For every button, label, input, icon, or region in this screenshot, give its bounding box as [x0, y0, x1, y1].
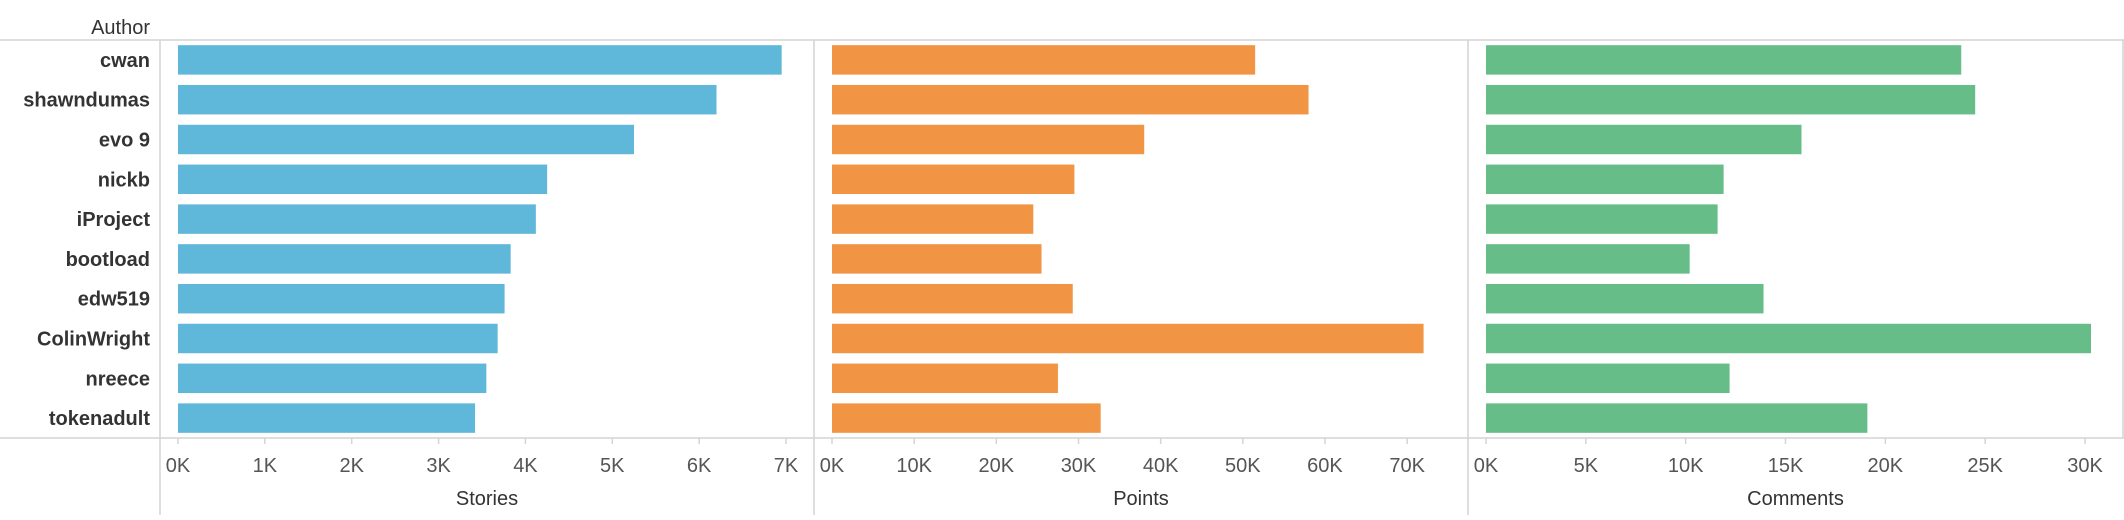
- bar-comments: [1486, 204, 1718, 234]
- row-header-label: Author: [91, 17, 150, 39]
- bar-points: [832, 84, 1309, 115]
- x-tick-label: 15K: [1768, 455, 1804, 477]
- bar-comments: [1486, 363, 1730, 394]
- bar-points: [832, 323, 1424, 354]
- x-tick-label: 10K: [896, 455, 932, 477]
- category-label: nreece: [86, 368, 151, 390]
- category-label: iProject: [77, 209, 151, 231]
- bar-comments: [1486, 323, 2092, 354]
- bar-points: [832, 45, 1256, 75]
- category-label: shawndumas: [23, 90, 150, 112]
- bar-stories: [178, 363, 487, 394]
- x-tick-label: 30K: [2067, 455, 2103, 477]
- x-axis-title-comments: Comments: [1747, 488, 1844, 510]
- bar-stories: [178, 124, 634, 155]
- bar-stories: [178, 403, 476, 433]
- bar-comments: [1486, 45, 1962, 75]
- category-label: ColinWright: [37, 329, 150, 351]
- category-label: nickb: [98, 169, 150, 191]
- bar-points: [832, 403, 1101, 433]
- bar-stories: [178, 84, 717, 115]
- x-tick-label: 3K: [426, 455, 451, 477]
- x-tick-label: 20K: [979, 455, 1015, 477]
- bar-points: [832, 363, 1058, 394]
- x-tick-label: 0K: [1474, 455, 1499, 477]
- bar-comments: [1486, 164, 1724, 195]
- x-tick-label: 25K: [1967, 455, 2003, 477]
- x-tick-label: 7K: [774, 455, 799, 477]
- bar-comments: [1486, 124, 1802, 155]
- category-label: evo 9: [99, 130, 150, 152]
- bar-points: [832, 244, 1042, 274]
- x-tick-label: 50K: [1225, 455, 1261, 477]
- category-label: edw519: [78, 289, 150, 311]
- bar-comments: [1486, 84, 1976, 115]
- bar-stories: [178, 204, 536, 234]
- x-tick-label: 4K: [513, 455, 538, 477]
- x-tick-label: 10K: [1668, 455, 1704, 477]
- x-tick-label: 1K: [253, 455, 278, 477]
- bar-comments: [1486, 403, 1868, 433]
- x-tick-label: 5K: [600, 455, 625, 477]
- x-axis-title-points: Points: [1113, 488, 1169, 510]
- x-tick-label: 6K: [687, 455, 712, 477]
- category-label: bootload: [66, 249, 150, 271]
- category-label: cwan: [100, 50, 150, 72]
- bar-comments: [1486, 244, 1690, 274]
- x-tick-label: 0K: [820, 455, 845, 477]
- bar-stories: [178, 283, 505, 314]
- x-tick-label: 40K: [1143, 455, 1179, 477]
- x-tick-label: 60K: [1307, 455, 1343, 477]
- category-label: tokenadult: [49, 408, 150, 430]
- bar-points: [832, 204, 1034, 234]
- x-tick-label: 30K: [1061, 455, 1097, 477]
- x-axis-title-stories: Stories: [456, 488, 518, 510]
- bar-stories: [178, 244, 511, 274]
- bar-points: [832, 283, 1073, 314]
- x-tick-label: 20K: [1868, 455, 1904, 477]
- bar-points: [832, 164, 1075, 195]
- bar-stories: [178, 164, 548, 195]
- bar-comments: [1486, 283, 1764, 314]
- bar-points: [832, 124, 1145, 155]
- x-tick-label: 70K: [1389, 455, 1425, 477]
- x-tick-label: 2K: [339, 455, 364, 477]
- x-tick-label: 5K: [1574, 455, 1599, 477]
- bar-stories: [178, 45, 782, 75]
- x-tick-label: 0K: [166, 455, 191, 477]
- bar-stories: [178, 323, 498, 354]
